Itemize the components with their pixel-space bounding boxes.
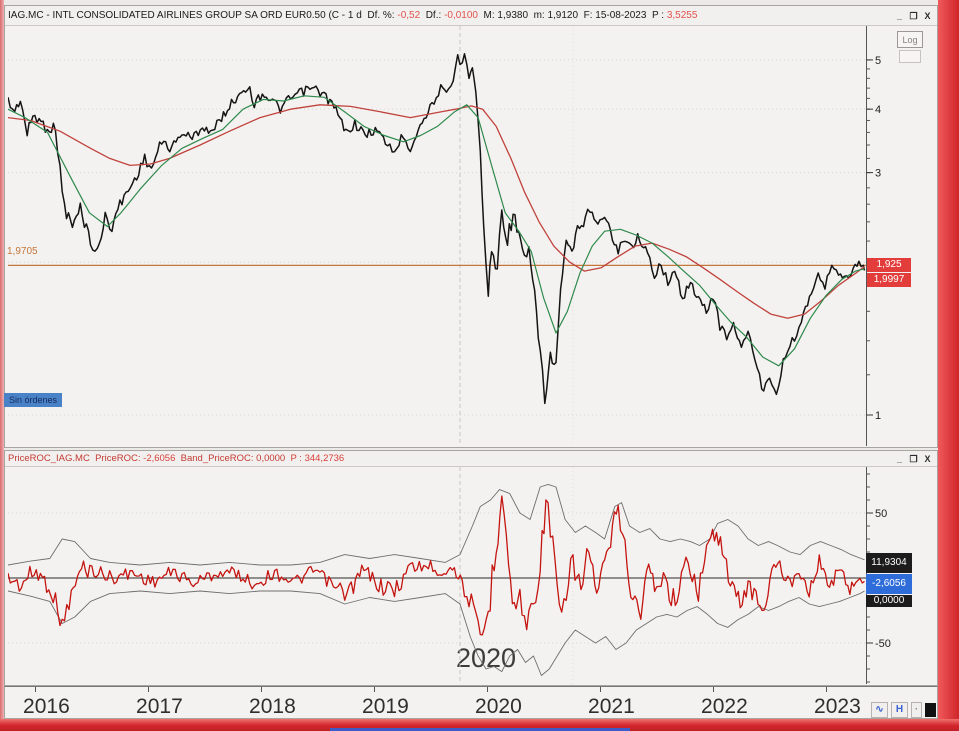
year-tick: [713, 687, 715, 692]
zigzag-tool-button[interactable]: ∿: [871, 702, 888, 718]
year-label: 2020: [475, 695, 522, 718]
price-chart-window: IAG.MC - INTL CONSOLIDATED AIRLINES GROU…: [4, 5, 938, 448]
year-label: 2017: [136, 695, 183, 718]
title-segment: -0,52: [397, 10, 421, 21]
roc-zero-value-badge: 0,0000: [866, 595, 912, 607]
window-controls: _ ❒ X: [893, 453, 934, 465]
minimize-icon[interactable]: _: [896, 10, 902, 21]
last-price-badge: 1,925: [867, 258, 911, 272]
title-segment: PriceROC:: [95, 453, 144, 464]
year-label: 2016: [23, 695, 70, 718]
title-segment: P : 344,2736: [290, 453, 345, 464]
year-tick: [487, 687, 489, 692]
title-segment: P :: [651, 10, 667, 21]
ma-price-badge: 1,9997: [867, 273, 911, 287]
year-tick: [374, 687, 376, 692]
title-segment: -0,0100: [444, 10, 478, 21]
year-watermark: 2020: [456, 643, 517, 673]
year-label: 2022: [701, 695, 748, 718]
title-segment: Band_PriceROC: 0,0000: [180, 453, 291, 464]
black-marker-icon: [925, 703, 936, 717]
title-segment: Df. %:: [367, 10, 398, 21]
log-scale-button[interactable]: Log: [897, 31, 923, 48]
axis-toolbar: ∿ H ·: [871, 702, 936, 718]
year-tick: [826, 687, 828, 692]
year-label: 2019: [362, 695, 409, 718]
maximize-icon[interactable]: ❒: [909, 10, 918, 21]
taskbar-blue-strip: [330, 728, 630, 731]
title-segment: -2,6056: [143, 453, 181, 464]
maximize-icon[interactable]: ❒: [909, 453, 918, 464]
year-tick: [148, 687, 150, 692]
year-tick: [261, 687, 263, 692]
roc-window-titlebar: PriceROC_IAG.MC PriceROC: -2,6056 Band_P…: [5, 451, 937, 467]
level-line-label: 1,9705: [7, 246, 38, 257]
year-label: 2021: [588, 695, 635, 718]
title-segment: PriceROC_IAG.MC: [8, 453, 96, 464]
year-label: 2018: [249, 695, 296, 718]
scale-secondary-button[interactable]: [899, 50, 921, 63]
close-icon[interactable]: X: [924, 453, 931, 464]
title-segment: IAG.MC - INTL CONSOLIDATED AIRLINES GROU…: [8, 10, 368, 21]
app-frame-bottom: [0, 719, 959, 731]
time-axis[interactable]: 2016 2017 2018 2019 2020 2021 2022 2023 ∿ H ·: [4, 686, 938, 719]
horizontal-tool-button[interactable]: H: [891, 702, 908, 718]
title-segment: Df.:: [420, 10, 445, 21]
title-segment: M: 1,9380 m: 1,9120 F: 15-08-2023: [477, 10, 652, 21]
small-tool-button[interactable]: ·: [911, 702, 922, 718]
price-window-titlebar: IAG.MC - INTL CONSOLIDATED AIRLINES GROU…: [5, 6, 937, 26]
year-tick: [35, 687, 37, 692]
minimize-icon[interactable]: _: [896, 453, 902, 464]
no-orders-badge[interactable]: Sin órdenes: [4, 393, 63, 407]
year-label: 2023: [814, 695, 861, 718]
window-controls: _ ❒ X: [893, 10, 934, 22]
year-tick: [600, 687, 602, 692]
price-window-title: IAG.MC - INTL CONSOLIDATED AIRLINES GROU…: [8, 10, 697, 21]
app-frame-left: [0, 0, 4, 731]
roc-band-value-badge: 11,9304: [866, 553, 912, 573]
roc-current-value-badge: -2,6056: [866, 574, 912, 594]
roc-window-title: PriceROC_IAG.MC PriceROC: -2,6056 Band_P…: [8, 453, 344, 464]
app-frame-right: [938, 0, 959, 731]
close-icon[interactable]: X: [924, 10, 931, 21]
title-segment: 3,5255: [666, 10, 698, 21]
